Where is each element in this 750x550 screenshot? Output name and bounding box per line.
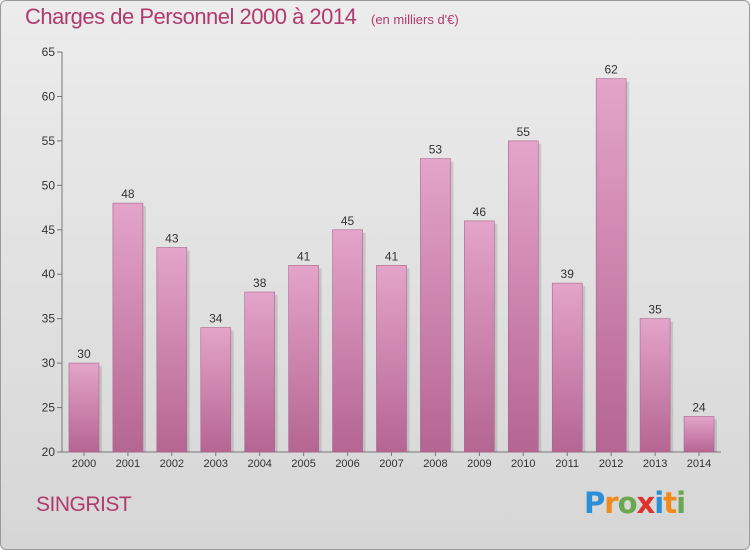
bar [683, 416, 715, 453]
bar [244, 291, 275, 453]
logo-letter: i [676, 486, 686, 520]
logo-letter: t [663, 486, 677, 520]
y-tick-label: 40 [42, 267, 56, 281]
bar [200, 327, 232, 453]
data-label: 48 [121, 187, 135, 201]
bar [68, 362, 100, 453]
data-label: 38 [253, 276, 267, 290]
data-label: 34 [209, 312, 223, 326]
bar [156, 247, 188, 453]
bar [639, 318, 671, 453]
x-tick-label: 2014 [687, 458, 711, 470]
bar [507, 140, 539, 453]
data-label: 35 [648, 303, 662, 317]
bar [595, 78, 627, 453]
logo-letter: o [617, 486, 638, 520]
data-label: 30 [77, 347, 91, 361]
x-tick-label: 2013 [643, 458, 667, 470]
commune-name: SINGRIST [36, 493, 132, 516]
data-label: 43 [165, 232, 179, 246]
x-tick-label: 2007 [379, 458, 403, 470]
chart-title: Charges de Personnel 2000 à 2014 [25, 4, 357, 29]
data-label: 55 [517, 125, 531, 139]
x-tick-label: 2003 [204, 458, 228, 470]
y-tick-label: 60 [42, 89, 56, 103]
x-tick-label: 2002 [160, 458, 184, 470]
y-tick-label: 50 [42, 178, 56, 192]
y-tick-label: 65 [42, 45, 56, 59]
bar [464, 220, 495, 453]
data-label: 41 [385, 249, 399, 263]
bar [420, 158, 451, 453]
x-tick-label: 2005 [291, 458, 315, 470]
logo-letter: x [636, 486, 656, 520]
x-tick-label: 2000 [72, 458, 96, 470]
proxiti-logo[interactable]: Proxiti [584, 486, 686, 520]
bar [112, 202, 144, 453]
bar [288, 265, 319, 453]
y-tick-label: 30 [42, 356, 56, 370]
logo-letter: r [604, 486, 618, 520]
x-tick-label: 2012 [599, 458, 623, 470]
x-tick-label: 2004 [247, 458, 271, 470]
x-tick-label: 2008 [423, 458, 447, 470]
logo-letter: i [654, 486, 664, 520]
data-label: 45 [341, 214, 355, 228]
data-label: 41 [297, 249, 311, 263]
y-tick-label: 20 [42, 445, 56, 459]
x-tick-label: 2001 [116, 458, 140, 470]
data-label: 53 [429, 143, 443, 157]
data-label: 62 [604, 63, 618, 77]
data-label: 46 [473, 205, 487, 219]
bar [551, 282, 583, 453]
y-tick-label: 45 [42, 223, 56, 237]
chart-subtitle: (en milliers d'€) [371, 12, 459, 27]
y-tick-label: 55 [42, 134, 56, 148]
y-tick-label: 35 [42, 312, 56, 326]
data-label: 24 [692, 400, 706, 414]
x-tick-label: 2006 [335, 458, 359, 470]
bar [332, 229, 363, 453]
logo-letter: P [584, 486, 605, 520]
x-tick-label: 2011 [555, 458, 579, 470]
data-label: 39 [561, 267, 575, 281]
y-tick-label: 25 [42, 401, 56, 415]
bar [376, 265, 407, 453]
x-tick-label: 2009 [467, 458, 491, 470]
x-tick-label: 2010 [511, 458, 535, 470]
